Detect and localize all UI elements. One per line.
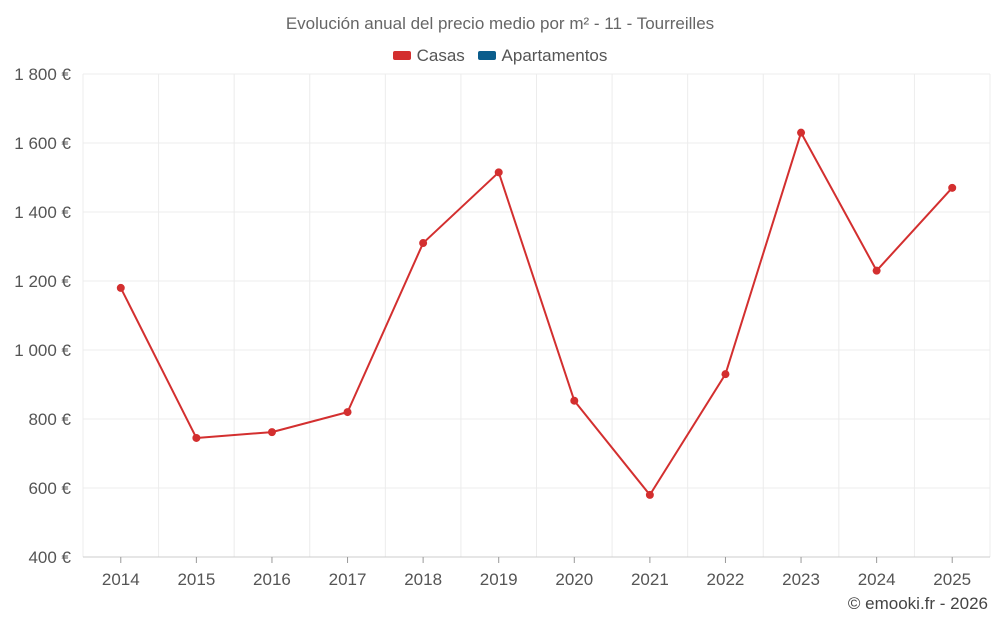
legend-label-casas: Casas: [416, 45, 465, 65]
legend-swatch-apartamentos: [477, 51, 496, 60]
y-tick-label: 1 800 €: [14, 65, 71, 84]
legend-label-apartamentos: Apartamentos: [501, 45, 608, 65]
data-point: [948, 183, 957, 192]
x-tick-label: 2015: [177, 570, 215, 589]
x-tick-label: 2023: [782, 570, 820, 589]
x-tick-label: 2025: [933, 570, 971, 589]
data-point: [267, 428, 276, 437]
y-tick-label: 600 €: [28, 479, 71, 498]
x-tick-label: 2019: [480, 570, 518, 589]
y-tick-label: 1 200 €: [14, 272, 71, 291]
x-tick-label: 2024: [858, 570, 896, 589]
credit-text: © emooki.fr - 2026: [847, 594, 988, 613]
legend-item-apartamentos[interactable]: Apartamentos: [477, 45, 608, 66]
data-point: [494, 168, 503, 177]
data-point: [645, 490, 654, 499]
series-line-casas: [119, 131, 953, 496]
y-tick-label: 800 €: [28, 410, 71, 429]
x-tick-label: 2018: [404, 570, 442, 589]
y-tick-label: 1 000 €: [14, 341, 71, 360]
legend-item-casas[interactable]: Casas: [392, 45, 465, 66]
data-point: [116, 283, 125, 292]
data-point: [419, 239, 428, 248]
data-point: [721, 370, 730, 379]
x-tick-label: 2016: [253, 570, 291, 589]
x-tick-label: 2020: [555, 570, 593, 589]
legend: Casas Apartamentos: [0, 45, 1000, 66]
data-point: [797, 128, 806, 137]
x-tick-label: 2021: [631, 570, 669, 589]
y-tick-label: 1 400 €: [14, 203, 71, 222]
data-point: [872, 266, 881, 275]
data-point: [343, 408, 352, 417]
chart-title: Evolución anual del precio medio por m² …: [285, 14, 715, 33]
y-tick-label: 1 600 €: [14, 134, 71, 153]
y-tick-label: 400 €: [28, 548, 71, 567]
data-point: [570, 396, 579, 405]
x-tick-label: 2022: [707, 570, 745, 589]
x-tick-label: 2014: [102, 570, 140, 589]
legend-swatch-casas: [392, 51, 411, 60]
data-point: [192, 433, 201, 442]
x-tick-label: 2017: [329, 570, 367, 589]
